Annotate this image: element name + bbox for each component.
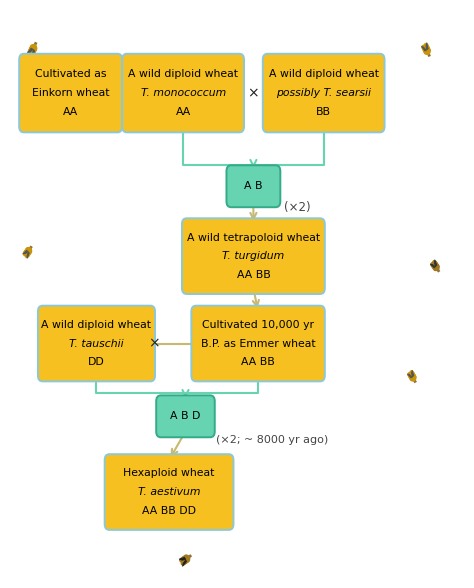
Text: T. aestivum: T. aestivum — [138, 487, 201, 497]
Text: A wild tetrapoloid wheat: A wild tetrapoloid wheat — [187, 232, 320, 242]
Text: A B D: A B D — [170, 412, 201, 422]
Text: B.P. as Emmer wheat: B.P. as Emmer wheat — [201, 339, 315, 349]
FancyBboxPatch shape — [38, 306, 155, 382]
Text: T. tauschii: T. tauschii — [69, 339, 124, 349]
Text: A wild diploid wheat: A wild diploid wheat — [128, 69, 238, 79]
Text: (×2; ~ 8000 yr ago): (×2; ~ 8000 yr ago) — [216, 435, 328, 445]
Text: Cultivated as: Cultivated as — [35, 69, 107, 79]
Text: Cultivated 10,000 yr: Cultivated 10,000 yr — [202, 320, 314, 330]
Text: DD: DD — [88, 357, 105, 367]
Text: T. turgidum: T. turgidum — [222, 251, 284, 261]
FancyBboxPatch shape — [182, 218, 325, 294]
Text: BB: BB — [316, 106, 331, 116]
FancyBboxPatch shape — [263, 54, 384, 132]
Text: Einkorn wheat: Einkorn wheat — [32, 88, 109, 98]
FancyBboxPatch shape — [19, 54, 122, 132]
Text: ×: × — [148, 336, 160, 350]
Text: AA BB DD: AA BB DD — [142, 506, 196, 516]
Text: ×: × — [246, 86, 258, 100]
Text: (×2): (×2) — [284, 201, 310, 214]
Text: AA BB: AA BB — [237, 270, 270, 280]
FancyBboxPatch shape — [227, 165, 280, 207]
FancyBboxPatch shape — [191, 306, 325, 382]
Text: T. monococcum: T. monococcum — [140, 88, 226, 98]
Text: Hexaploid wheat: Hexaploid wheat — [123, 469, 215, 479]
FancyBboxPatch shape — [122, 54, 244, 132]
Text: AA BB: AA BB — [241, 357, 275, 367]
Text: A B: A B — [244, 181, 263, 191]
Text: AA: AA — [175, 106, 191, 116]
Text: A wild diploid wheat: A wild diploid wheat — [269, 69, 379, 79]
Text: AA: AA — [63, 106, 78, 116]
Text: possibly T. searsii: possibly T. searsii — [276, 88, 371, 98]
Text: A wild diploid wheat: A wild diploid wheat — [41, 320, 152, 330]
FancyBboxPatch shape — [156, 395, 215, 437]
FancyBboxPatch shape — [105, 454, 234, 530]
